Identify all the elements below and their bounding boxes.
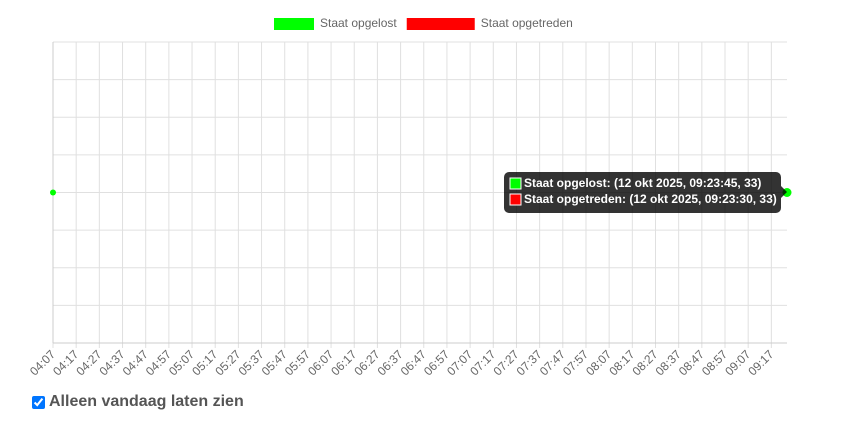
x-tick-label: 07:07: [444, 347, 475, 378]
x-tick-label: 08:17: [606, 347, 637, 378]
x-tick-label: 06:07: [305, 347, 336, 378]
chart: 04:0704:1704:2704:3704:4704:5705:0705:17…: [27, 16, 792, 378]
x-tick-label: 05:07: [166, 347, 197, 378]
x-tick-label: 05:27: [212, 347, 243, 378]
legend-label: Staat opgelost: [320, 16, 397, 30]
x-tick-label: 08:27: [629, 347, 660, 378]
legend-swatch: [406, 18, 475, 30]
x-tick-label: 05:17: [189, 347, 220, 378]
x-tick-label: 08:07: [583, 347, 614, 378]
x-tick-label: 07:27: [490, 347, 521, 378]
today-toggle[interactable]: Alleen vandaag laten zien: [32, 393, 244, 411]
x-tick-label: 08:57: [699, 347, 730, 378]
x-tick-label: 07:17: [467, 347, 498, 378]
tooltip-box: [504, 172, 781, 213]
data-point: [50, 189, 56, 196]
x-tick-label: 06:37: [375, 347, 406, 378]
x-tick-label: 04:47: [120, 347, 151, 378]
checkbox[interactable]: [32, 395, 45, 409]
x-tick-label: 04:37: [97, 347, 128, 378]
legend-swatch: [274, 18, 314, 30]
tooltip-text: Staat opgelost: (12 okt 2025, 09:23:45, …: [524, 176, 761, 190]
x-tick-label: 04:07: [27, 347, 58, 378]
x-tick-label: 09:07: [722, 347, 753, 378]
x-tick-label: 09:17: [745, 347, 776, 378]
x-tick-label: 04:17: [50, 347, 81, 378]
x-tick-label: 08:47: [676, 347, 707, 378]
x-tick-label: 07:47: [537, 347, 568, 378]
x-tick-label: 05:37: [236, 347, 267, 378]
x-tick-label: 06:47: [398, 347, 429, 378]
x-tick-label: 04:57: [143, 347, 174, 378]
x-tick-label: 06:27: [351, 347, 382, 378]
legend-label: Staat opgetreden: [481, 16, 573, 30]
x-tick-label: 05:57: [282, 347, 313, 378]
x-tick-label: 06:17: [328, 347, 359, 378]
x-tick-label: 08:37: [653, 347, 684, 378]
x-tick-label: 05:47: [259, 347, 290, 378]
tooltip-text: Staat opgetreden: (12 okt 2025, 09:23:30…: [524, 192, 777, 206]
x-tick-label: 06:57: [421, 347, 452, 378]
x-tick-label: 07:37: [514, 347, 545, 378]
checkbox-label: Alleen vandaag laten zien: [49, 393, 244, 410]
tooltip-swatch: [509, 193, 522, 206]
tooltip-swatch: [509, 177, 522, 190]
x-tick-label: 07:57: [560, 347, 591, 378]
x-tick-label: 04:27: [73, 347, 104, 378]
tooltip: Staat opgelost: (12 okt 2025, 09:23:45, …: [504, 172, 787, 213]
tooltip-caret: [781, 186, 787, 198]
